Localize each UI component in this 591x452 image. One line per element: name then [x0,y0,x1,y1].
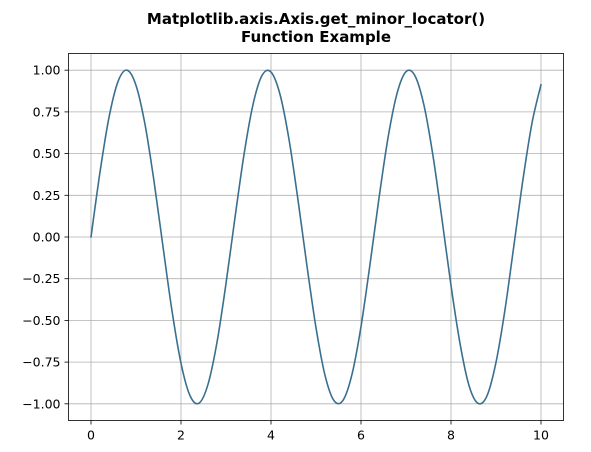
plot-area [90,69,542,405]
y-tick-label: 0.50 [33,146,61,161]
y-tick-label: 0.75 [33,104,61,119]
y-tick-label: 0.00 [33,230,61,245]
x-tick-label: 2 [177,428,185,443]
chart-title-line-1: Matplotlib.axis.Axis.get_minor_locator() [147,10,485,28]
y-tick-label: 0.25 [33,188,61,203]
y-tick-label: −0.25 [22,271,60,286]
x-tick-label: 4 [267,428,275,443]
y-axis: 1.00 0.75 0.50 0.25 0.00 −0.25 −0.50 −0.75 −1.00 [22,63,69,411]
x-tick-label: 8 [447,428,455,443]
x-tick-label: 0 [87,428,95,443]
x-tick-label: 6 [357,428,365,443]
series-line [90,69,542,405]
y-tick-label: −0.75 [22,355,60,370]
chart-title-line-2: Function Example [241,28,391,46]
y-tick-label: 1.00 [33,63,61,78]
x-tick-label: 10 [533,428,549,443]
chart-title: Matplotlib.axis.Axis.get_minor_locator()… [147,10,485,46]
y-tick-label: −1.00 [22,396,60,411]
x-axis: 0 2 4 6 8 10 [87,420,549,443]
grid [68,53,564,421]
y-tick-label: −0.50 [22,313,60,328]
